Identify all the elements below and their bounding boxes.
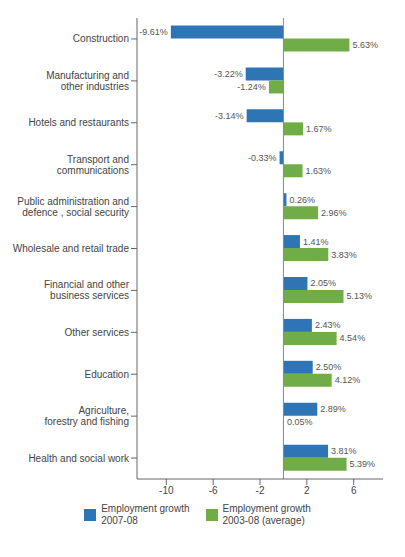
svg-text:Construction: Construction: [73, 33, 129, 44]
svg-text:4.12%: 4.12%: [335, 375, 361, 385]
svg-text:Financial and otherbusiness se: Financial and otherbusiness services: [44, 279, 130, 301]
svg-text:Transport andcommunications: Transport andcommunications: [57, 154, 129, 176]
svg-text:Other services: Other services: [65, 327, 129, 338]
svg-text:Health and social work: Health and social work: [28, 453, 130, 464]
svg-text:-3.14%: -3.14%: [215, 111, 244, 121]
svg-text:Hotels and restaurants: Hotels and restaurants: [28, 117, 129, 128]
svg-text:Education: Education: [85, 369, 129, 380]
svg-text:1.41%: 1.41%: [303, 237, 329, 247]
svg-text:4.54%: 4.54%: [340, 333, 366, 343]
svg-text:2.05%: 2.05%: [310, 278, 336, 288]
svg-text:0.05%: 0.05%: [287, 417, 313, 427]
svg-text:5.13%: 5.13%: [347, 291, 373, 301]
svg-text:Public administration anddefen: Public administration anddefence , socia…: [17, 196, 129, 218]
svg-text:2.89%: 2.89%: [320, 404, 346, 414]
svg-text:-6: -6: [209, 485, 218, 496]
svg-text:Wholesale and retail trade: Wholesale and retail trade: [13, 243, 130, 254]
svg-text:-10: -10: [159, 485, 174, 496]
svg-text:-1.24%: -1.24%: [237, 82, 266, 92]
svg-text:2.43%: 2.43%: [315, 320, 341, 330]
html-text:Employment growth 2007-08: Employment growth 2007-08: [101, 503, 190, 526]
svg-text:-9.61%: -9.61%: [139, 27, 168, 37]
svg-text:Agriculture,forestry and fishi: Agriculture,forestry and fishing: [45, 405, 130, 427]
svg-text:0.26%: 0.26%: [289, 195, 315, 205]
svg-text:Manufacturing andother industr: Manufacturing andother industries: [46, 70, 129, 92]
svg-text:-2: -2: [256, 485, 265, 496]
svg-text:5.63%: 5.63%: [352, 40, 378, 50]
html-text:Employment growth 2003-08 (ave: Employment growth 2003-08 (average): [222, 503, 311, 526]
svg-text:5.39%: 5.39%: [350, 459, 376, 469]
svg-text:6: 6: [351, 485, 357, 496]
svg-text:3.81%: 3.81%: [331, 446, 357, 456]
svg-text:-0.33%: -0.33%: [248, 153, 277, 163]
svg-text:2.50%: 2.50%: [316, 362, 342, 372]
svg-text:2.96%: 2.96%: [321, 208, 347, 218]
svg-text:1.67%: 1.67%: [306, 124, 332, 134]
svg-text:-3.22%: -3.22%: [214, 69, 243, 79]
svg-text:2: 2: [304, 485, 310, 496]
svg-text:3.83%: 3.83%: [331, 250, 357, 260]
svg-text:1.63%: 1.63%: [306, 166, 332, 176]
